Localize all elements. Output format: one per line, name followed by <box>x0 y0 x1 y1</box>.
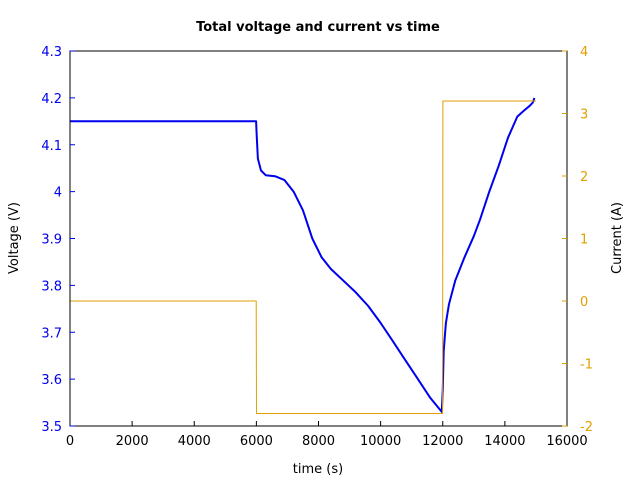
x-tick-label: 10000 <box>360 434 401 449</box>
y-left-tick-label: 4.3 <box>41 45 62 60</box>
current-series-line <box>70 100 536 414</box>
x-tick-label: 6000 <box>240 434 273 449</box>
y-left-axis-label: Voltage (V) <box>7 202 22 274</box>
y-left-tick-label: 4.1 <box>41 139 62 154</box>
y-left-tick-label: 3.5 <box>41 420 62 435</box>
x-tick-label: 12000 <box>422 434 463 449</box>
x-tick-label: 4000 <box>178 434 211 449</box>
y-right-tick-label: 4 <box>580 45 588 60</box>
y-left-tick-label: 3.9 <box>41 233 62 248</box>
y-right-tick-label: 1 <box>580 233 588 248</box>
x-tick-label: 8000 <box>302 434 335 449</box>
y-left-tick-label: 3.7 <box>41 326 62 341</box>
y-right-tick-label: 0 <box>580 295 588 310</box>
plot-marks <box>70 97 536 414</box>
x-tick-label: 14000 <box>484 434 525 449</box>
y-right-axis-label: Current (A) <box>610 202 625 274</box>
y-right-tick-label: -1 <box>580 358 593 373</box>
y-right-tick-label: -2 <box>580 420 593 435</box>
y-left-tick-label: 4.2 <box>41 92 62 107</box>
chart-title: Total voltage and current vs time <box>196 20 440 35</box>
x-tick-label: 0 <box>66 434 74 449</box>
x-tick-label: 2000 <box>116 434 149 449</box>
x-tick-label: 16000 <box>546 434 587 449</box>
y-left-tick-label: 4 <box>54 186 62 201</box>
y-left-tick-label: 3.8 <box>41 279 62 294</box>
y-right-tick-label: 2 <box>580 170 588 185</box>
voltage-series-line <box>70 97 536 413</box>
y-right-tick-label: 3 <box>580 108 588 123</box>
axis-ticks: 0 2000 4000 6000 8000 10000 12000 14000 16000 3.5… <box>41 45 593 449</box>
x-axis-label: time (s) <box>293 462 343 477</box>
y-left-tick-label: 3.6 <box>41 373 62 388</box>
plot-frame <box>69 50 568 427</box>
